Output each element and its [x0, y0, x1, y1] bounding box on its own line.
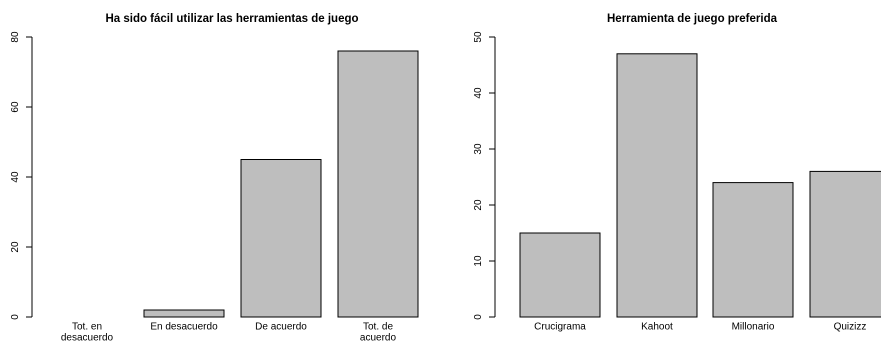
category-label: Tot. en: [72, 322, 102, 333]
y-tick-label: 0: [10, 314, 21, 320]
y-tick-label: 10: [473, 255, 484, 267]
category-label: desacuerdo: [61, 333, 114, 342]
y-tick-label: 40: [10, 171, 21, 183]
bar: [240, 159, 322, 318]
y-tick-label: 30: [473, 143, 484, 155]
category-label: De acuerdo: [255, 322, 307, 333]
category-label: Kahoot: [641, 322, 673, 333]
y-tick-label: 20: [473, 199, 484, 211]
y-tick-label: 80: [10, 31, 21, 43]
chart-title: Herramienta de juego preferida: [607, 13, 778, 25]
category-label: acuerdo: [360, 333, 397, 342]
y-tick-label: 40: [473, 87, 484, 99]
bar: [809, 170, 881, 318]
category-label: Millonario: [732, 322, 775, 333]
bar: [143, 309, 225, 318]
chart-panel-ease-of-use: Ha sido fácil utilizar las herramientas …: [10, 13, 419, 342]
y-tick-label: 0: [473, 314, 484, 320]
y-tick-label: 60: [10, 101, 21, 113]
y-tick-label: 50: [473, 31, 484, 43]
bar: [616, 53, 698, 318]
bar: [337, 50, 419, 318]
category-label: Quizizz: [834, 322, 867, 333]
category-label: Crucigrama: [534, 322, 586, 333]
bar: [712, 182, 794, 318]
y-tick-label: 20: [10, 241, 21, 253]
category-label: En desacuerdo: [150, 322, 218, 333]
category-label: Tot. de: [363, 322, 393, 333]
chart-panel-preferred-tool: Herramienta de juego preferida 0 10 20 30 40…: [473, 13, 881, 333]
bar: [519, 232, 601, 318]
chart-title: Ha sido fácil utilizar las herramientas …: [105, 13, 358, 25]
